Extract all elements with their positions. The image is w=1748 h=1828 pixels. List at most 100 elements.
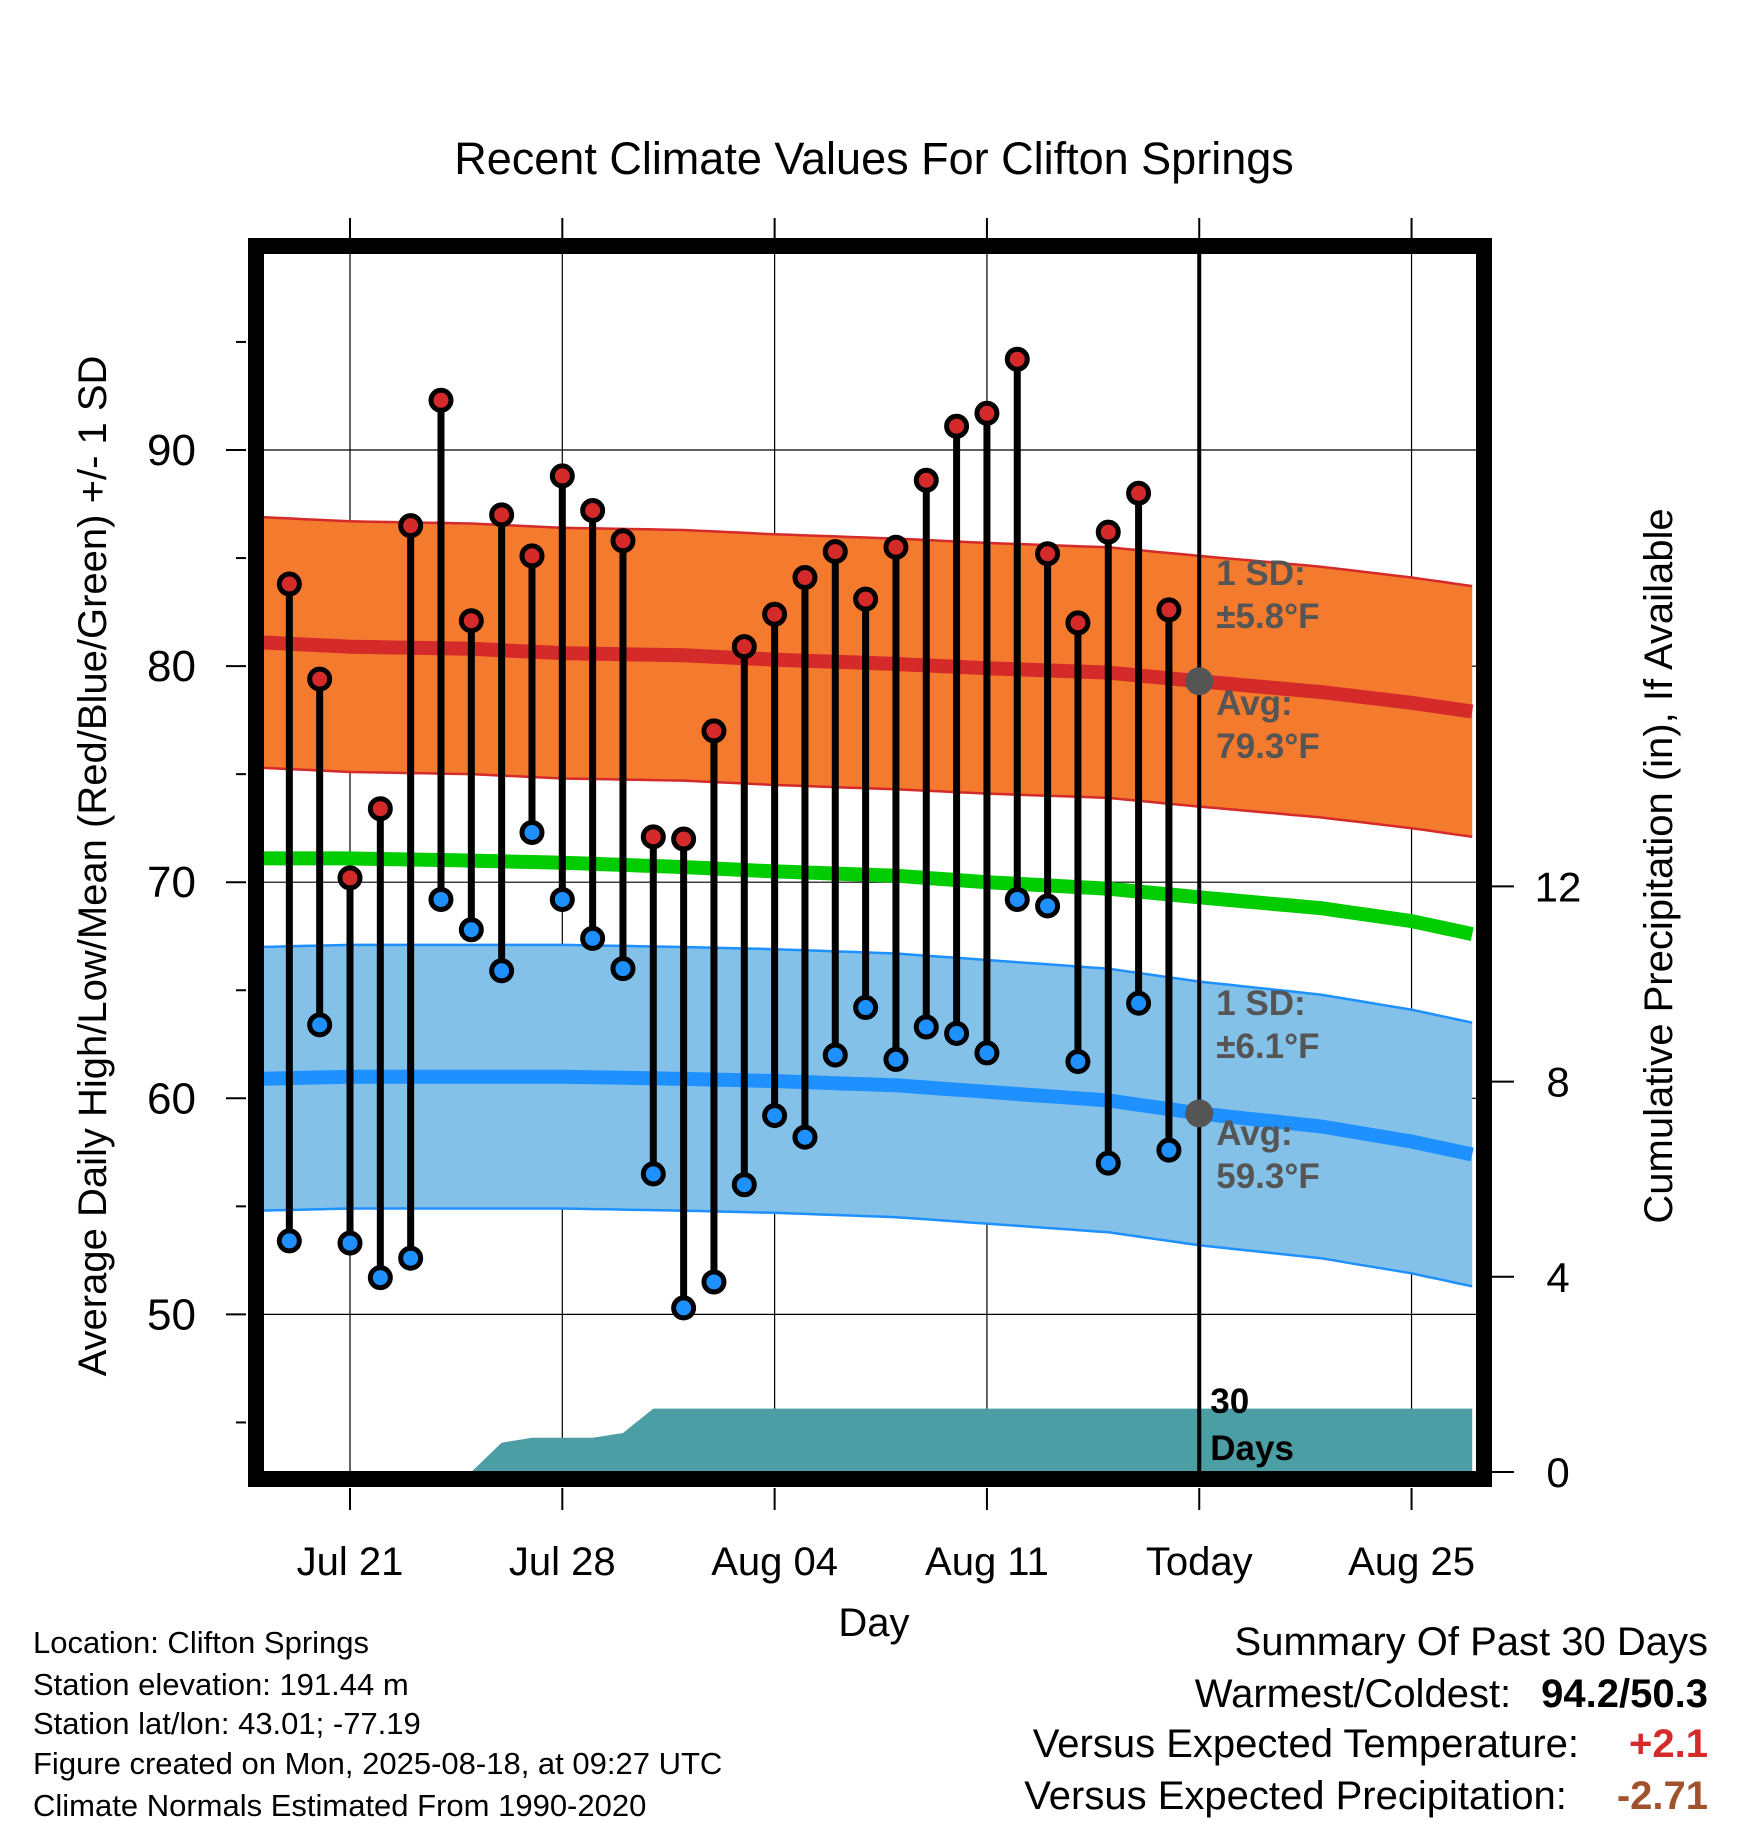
high-point: [1004, 346, 1030, 372]
high-point: [519, 543, 545, 569]
normal-annotations: 1 SD: ±5.8°F Avg: 79.3°F 1 SD: ±6.1°F Avg: 59.3…: [1216, 554, 1320, 1196]
low-point: [762, 1103, 788, 1129]
low-point: [1065, 1049, 1091, 1075]
location-text: Location: Clifton Springs: [33, 1625, 370, 1660]
warmest-coldest-label: Warmest/Coldest:: [1194, 1672, 1512, 1716]
low-point: [398, 1245, 424, 1271]
high-point: [640, 824, 666, 850]
low-point: [853, 995, 879, 1021]
high-point: [398, 513, 424, 539]
precip-anomaly-label: Versus Expected Precipitation:: [1024, 1774, 1567, 1818]
created-text: Figure created on Mon, 2025-08-18, at 09…: [33, 1746, 723, 1781]
low-point: [549, 886, 575, 912]
summary-warmest-coldest: Warmest/Coldest: 94.2/50.3: [1195, 1672, 1708, 1717]
low-point: [458, 917, 484, 943]
low-point: [1126, 990, 1152, 1016]
low-point: [1035, 893, 1061, 919]
today-period-label-number: 30: [1210, 1382, 1249, 1421]
y2-tick-label: 12: [1535, 863, 1582, 910]
low-point: [640, 1161, 666, 1187]
low-point: [428, 886, 454, 912]
low-point: [1004, 886, 1030, 912]
high-point: [458, 608, 484, 634]
high-point: [307, 666, 333, 692]
x-axis-label: Day: [838, 1601, 909, 1645]
x-tick-label: Jul 28: [509, 1540, 616, 1584]
high-point: [792, 564, 818, 590]
plot-content: [263, 253, 1477, 1472]
annotation-low-avg-label: Avg:: [1216, 1114, 1292, 1153]
low-point: [519, 819, 545, 845]
today-high-normal-marker: [1185, 667, 1214, 696]
y2-tick-label: 4: [1546, 1254, 1569, 1301]
annotation-high-avg-label: Avg:: [1216, 684, 1292, 723]
high-point: [610, 528, 636, 554]
annotation-high-sd-value: ±5.8°F: [1216, 597, 1319, 636]
y-tick-label: 50: [147, 1290, 196, 1339]
summary-precipitation: Versus Expected Precipitation: -2.71: [1024, 1774, 1708, 1819]
high-point: [853, 586, 879, 612]
high-point: [1095, 519, 1121, 545]
low-point: [1095, 1150, 1121, 1176]
low-point: [822, 1042, 848, 1068]
y2-axis-label: Cumulative Precipitation (in), If Availa…: [1637, 508, 1681, 1223]
y-tick-label: 70: [147, 858, 196, 907]
high-point: [1156, 597, 1182, 623]
summary-temperature: Versus Expected Temperature: +2.1: [1033, 1722, 1708, 1767]
high-point: [944, 413, 970, 439]
x-tick-label: Today: [1146, 1540, 1253, 1584]
low-point: [731, 1172, 757, 1198]
x-tick-label: Aug 11: [925, 1540, 1049, 1584]
low-point: [701, 1269, 727, 1295]
plot-frame: [248, 238, 1492, 1487]
today-period-label-unit: Days: [1210, 1429, 1294, 1468]
high-point: [701, 718, 727, 744]
temp-anomaly-label: Versus Expected Temperature:: [1032, 1722, 1580, 1766]
low-point: [974, 1040, 1000, 1066]
high-point: [489, 502, 515, 528]
annotation-high-avg-value: 79.3°F: [1216, 727, 1320, 766]
low-point: [307, 1012, 333, 1038]
low-point: [337, 1230, 363, 1256]
high-point: [1126, 480, 1152, 506]
low-point: [671, 1295, 697, 1321]
high-point: [913, 467, 939, 493]
y-tick-label: 60: [147, 1074, 196, 1123]
annotation-high-sd-label: 1 SD:: [1216, 554, 1305, 593]
low-point: [792, 1124, 818, 1150]
x-tick-label: Aug 04: [711, 1540, 838, 1584]
high-point: [822, 539, 848, 565]
low-point: [883, 1046, 909, 1072]
high-point: [1035, 541, 1061, 567]
annotation-low-avg-value: 59.3°F: [1216, 1157, 1320, 1196]
low-point: [913, 1014, 939, 1040]
x-tick-label: Jul 21: [297, 1540, 404, 1584]
high-point: [883, 534, 909, 560]
high-point: [549, 463, 575, 489]
high-point: [762, 601, 788, 627]
precip-area: [263, 1408, 1473, 1472]
summary-title: Summary Of Past 30 Days: [1234, 1620, 1708, 1664]
low-point: [489, 958, 515, 984]
low-point: [367, 1265, 393, 1291]
low-point: [944, 1020, 970, 1046]
high-point: [731, 634, 757, 660]
today-low-normal-marker: [1185, 1099, 1214, 1128]
y-tick-label: 90: [147, 426, 196, 475]
high-point: [337, 865, 363, 891]
low-band-lower-edge: [263, 1207, 1473, 1288]
warmest-coldest-value: 94.2/50.3: [1541, 1672, 1708, 1716]
annotation-low-sd-value: ±6.1°F: [1216, 1027, 1319, 1066]
high-point: [671, 826, 697, 852]
high-point: [580, 498, 606, 524]
temp-anomaly-value: +2.1: [1629, 1722, 1708, 1766]
high-point: [974, 400, 1000, 426]
low-point: [580, 925, 606, 951]
elevation-text: Station elevation: 191.44 m: [33, 1667, 409, 1702]
low-normal-line: [263, 1069, 1474, 1162]
high-band-upper-edge: [263, 515, 1473, 588]
x-tick-label: Aug 25: [1348, 1540, 1475, 1584]
low-point: [276, 1228, 302, 1254]
y-tick-label: 80: [147, 642, 196, 691]
low-point: [1156, 1137, 1182, 1163]
